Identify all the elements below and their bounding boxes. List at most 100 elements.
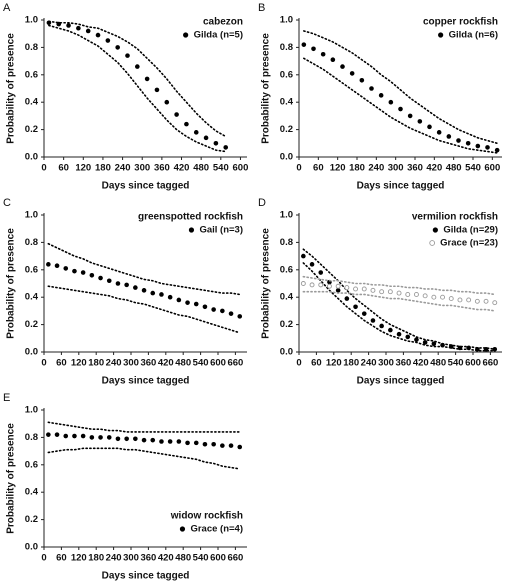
data-point bbox=[318, 270, 324, 275]
data-point bbox=[309, 262, 315, 267]
y-tick-label: 0.0 bbox=[280, 152, 293, 163]
data-point bbox=[483, 346, 489, 352]
data-point bbox=[440, 294, 445, 300]
x-tick-label: 360 bbox=[154, 163, 170, 174]
data-point bbox=[115, 436, 121, 442]
x-tick-label: 420 bbox=[174, 163, 190, 174]
confidence-band-upper bbox=[302, 275, 496, 296]
data-point bbox=[353, 286, 358, 292]
legend-marker bbox=[438, 32, 444, 38]
data-point bbox=[431, 294, 437, 300]
data-point bbox=[167, 294, 173, 300]
x-tick-label: 480 bbox=[446, 163, 462, 174]
data-point bbox=[318, 282, 324, 288]
data-point bbox=[56, 21, 62, 27]
data-point bbox=[72, 268, 77, 274]
data-point bbox=[54, 432, 60, 437]
data-point bbox=[106, 278, 112, 284]
y-tick-label: 1.0 bbox=[25, 210, 38, 221]
data-point bbox=[492, 346, 498, 352]
data-point bbox=[474, 298, 480, 304]
confidence-band-upper bbox=[303, 30, 498, 145]
legend-label: Grace (n=23) bbox=[440, 238, 498, 249]
data-point bbox=[396, 331, 402, 337]
x-tick-label: 420 bbox=[158, 358, 174, 369]
data-point bbox=[327, 283, 332, 289]
data-point bbox=[203, 135, 209, 141]
panel-letter: E bbox=[3, 392, 10, 404]
data-point bbox=[164, 99, 170, 105]
x-tick-label: 120 bbox=[71, 358, 87, 369]
x-tick-label: 480 bbox=[175, 553, 191, 564]
y-tick-label: 0.8 bbox=[25, 42, 38, 53]
data-point bbox=[124, 436, 129, 442]
data-point bbox=[379, 323, 384, 329]
x-tick-label: 600 bbox=[210, 358, 226, 369]
y-tick-label: 0.4 bbox=[25, 97, 39, 108]
data-point bbox=[46, 20, 52, 26]
x-tick-label: 0 bbox=[296, 358, 301, 369]
y-tick-label: 0.2 bbox=[280, 124, 293, 135]
panel-letter: D bbox=[258, 197, 266, 209]
y-tick-label: 1.0 bbox=[25, 405, 38, 416]
data-point bbox=[144, 76, 150, 82]
x-tick-label: 420 bbox=[426, 163, 442, 174]
confidence-band-upper bbox=[48, 20, 227, 138]
x-tick-label: 240 bbox=[115, 163, 131, 174]
data-point bbox=[405, 292, 411, 297]
x-tick-label: 540 bbox=[448, 358, 464, 369]
data-point bbox=[135, 64, 140, 69]
data-point bbox=[80, 270, 86, 275]
x-tick-label: 600 bbox=[484, 163, 500, 174]
x-tick-label: 420 bbox=[158, 553, 174, 564]
data-point bbox=[466, 345, 471, 351]
data-point bbox=[388, 99, 394, 105]
data-point bbox=[349, 71, 355, 76]
data-point bbox=[213, 141, 219, 146]
y-tick-label: 1.0 bbox=[280, 210, 293, 221]
data-point bbox=[379, 289, 385, 295]
data-point bbox=[54, 263, 60, 268]
data-point bbox=[141, 437, 147, 443]
data-point bbox=[353, 304, 358, 310]
data-point bbox=[370, 318, 376, 323]
x-tick-label: 0 bbox=[41, 553, 46, 564]
y-tick-label: 0.2 bbox=[25, 514, 38, 525]
x-tick-label: 60 bbox=[56, 553, 67, 564]
y-tick-label: 0.0 bbox=[25, 347, 38, 358]
y-axis-label: Probability of presence bbox=[261, 228, 272, 339]
x-tick-label: 360 bbox=[395, 358, 411, 369]
data-point bbox=[211, 307, 216, 312]
data-point bbox=[193, 440, 199, 446]
legend-label: Grace (n=4) bbox=[190, 524, 243, 535]
data-point bbox=[407, 113, 413, 119]
data-point bbox=[150, 290, 156, 296]
data-point bbox=[414, 292, 419, 297]
x-tick-label: 660 bbox=[227, 358, 243, 369]
y-tick-label: 0.8 bbox=[25, 432, 38, 443]
x-tick-label: 540 bbox=[193, 358, 209, 369]
data-point bbox=[335, 288, 341, 293]
panel-title: vermilion rockfish bbox=[412, 212, 498, 223]
data-point bbox=[483, 298, 489, 304]
x-tick-label: 300 bbox=[123, 553, 139, 564]
data-point bbox=[396, 290, 402, 296]
data-point bbox=[492, 300, 498, 306]
y-tick-label: 0.0 bbox=[280, 347, 293, 358]
data-point bbox=[301, 42, 307, 47]
data-point bbox=[228, 311, 234, 316]
y-tick-label: 0.8 bbox=[280, 42, 293, 53]
data-point bbox=[369, 86, 374, 91]
data-point bbox=[46, 262, 51, 267]
x-tick-label: 600 bbox=[233, 163, 249, 174]
x-tick-label: 120 bbox=[71, 553, 87, 564]
data-point bbox=[202, 441, 208, 447]
data-point bbox=[436, 130, 442, 135]
confidence-band-lower bbox=[48, 24, 227, 153]
data-point bbox=[320, 51, 326, 57]
confidence-band-lower bbox=[303, 57, 498, 154]
data-point bbox=[174, 112, 179, 117]
x-tick-label: 180 bbox=[95, 163, 111, 174]
x-tick-label: 360 bbox=[140, 358, 156, 369]
data-point bbox=[150, 437, 156, 443]
